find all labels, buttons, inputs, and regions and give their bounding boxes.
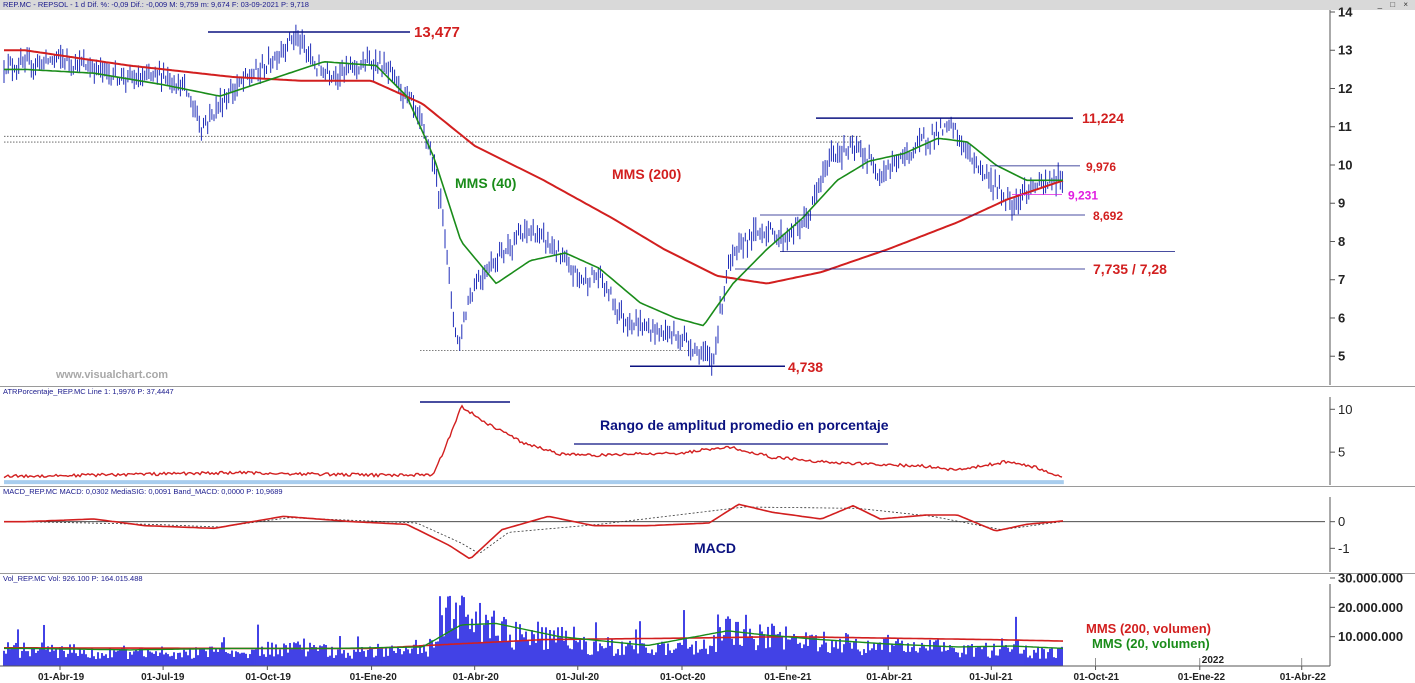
y-tick-label: 12 xyxy=(1338,81,1352,96)
y-tick-label: 30.000.000 xyxy=(1338,571,1403,586)
vol-mms200-label: MMS (200, volumen) xyxy=(1086,621,1211,636)
x-tick-label: 01-Jul-20 xyxy=(556,672,600,683)
x-tick-label: 01-Abr-19 xyxy=(38,672,85,683)
macd-panel-header: MACD_REP.MC MACD: 0,0302 MediaSIG: 0,009… xyxy=(3,487,283,496)
panel-divider[interactable] xyxy=(0,386,1415,387)
x-tick-label: 01-Jul-21 xyxy=(969,672,1013,683)
annotation-label: 11,224 xyxy=(1082,110,1124,126)
y-tick-label: 20.000.000 xyxy=(1338,600,1403,615)
annotation-label: 9,976 xyxy=(1086,160,1116,174)
price-panel: REP.MC - REPSOL - 1 d Dif. %: -0,09 Dif.… xyxy=(0,0,1415,402)
x-tick-label: 01-Abr-20 xyxy=(453,672,500,683)
mms200-line xyxy=(4,49,1064,285)
mms40-line xyxy=(4,60,1063,327)
volume-chart[interactable]: 10.000.000 20.000.000 30.000.000 MMS (200, … xyxy=(0,571,1415,683)
y-tick-label: 10.000.000 xyxy=(1338,629,1403,644)
price-panel-header: REP.MC - REPSOL - 1 d Dif. %: -0,09 Dif.… xyxy=(0,0,1415,10)
x-tick-label: 01-Oct-20 xyxy=(660,672,706,683)
price-chart[interactable]: 456789101112131413,47711,2249,9769,2318,… xyxy=(0,0,1415,402)
annotation-label: 13,477 xyxy=(414,24,460,41)
y-tick-label: 10 xyxy=(1338,402,1352,417)
watermark: www.visualchart.com xyxy=(55,369,168,381)
vol-mms20-line xyxy=(4,622,1064,651)
atr-chart[interactable]: 5 10 Rango de amplitud promedio en porcent… xyxy=(0,387,1415,485)
x-tick-label: 01-Oct-21 xyxy=(1074,672,1120,683)
y-tick-label: 5 xyxy=(1338,445,1345,460)
annotation-label: 7,735 / 7,28 xyxy=(1093,261,1167,277)
x-tick-label: 01-Abr-21 xyxy=(866,672,913,683)
volume-panel-header: Vol_REP.MC Vol: 926.100 P: 164.015.488 xyxy=(3,574,143,583)
y-tick-label: -1 xyxy=(1338,541,1350,556)
y-tick-label: 7 xyxy=(1338,272,1345,287)
macd-line xyxy=(4,503,1064,560)
y-tick-label: 9 xyxy=(1338,196,1345,211)
y-tick-label: 10 xyxy=(1338,157,1352,172)
macd-signal-line xyxy=(4,506,1064,554)
year-marker: 2022 xyxy=(1202,655,1225,666)
atr-panel-header: ATRPorcentaje_REP.MC Line 1: 1,9976 P: 3… xyxy=(3,387,174,396)
y-tick-label: 13 xyxy=(1338,43,1352,58)
x-tick-label: 01-Ene-21 xyxy=(764,672,812,683)
y-tick-label: 6 xyxy=(1338,310,1345,325)
y-tick-label: 11 xyxy=(1338,119,1352,134)
y-tick-label: 14 xyxy=(1338,5,1353,20)
y-tick-label: 0 xyxy=(1338,514,1345,529)
atr-panel: ATRPorcentaje_REP.MC Line 1: 1,9976 P: 3… xyxy=(0,387,1415,485)
x-tick-label: 01-Abr-22 xyxy=(1280,672,1327,683)
vol-mms20-label: MMS (20, volumen) xyxy=(1092,636,1210,651)
annotation-label: 9,231 xyxy=(1068,188,1098,202)
atr-line xyxy=(3,404,1063,479)
y-tick-label: 5 xyxy=(1338,349,1345,364)
macd-title: MACD xyxy=(694,540,736,556)
panel-divider[interactable] xyxy=(0,486,1415,487)
volume-panel: Vol_REP.MC Vol: 926.100 P: 164.015.488 1… xyxy=(0,571,1415,683)
macd-chart[interactable]: 0 -1 MACD xyxy=(0,487,1415,572)
annotation-label: 4,738 xyxy=(788,359,823,375)
x-tick-label: 01-Oct-19 xyxy=(245,672,291,683)
x-tick-label: 01-Ene-20 xyxy=(350,672,398,683)
mms40-label: MMS (40) xyxy=(455,175,516,191)
vol-mms200-line xyxy=(4,635,1064,650)
x-tick-label: 01-Jul-19 xyxy=(141,672,185,683)
atr-title: Rango de amplitud promedio en porcentaje xyxy=(600,417,889,433)
mms200-label: MMS (200) xyxy=(612,166,681,182)
macd-panel: MACD_REP.MC MACD: 0,0302 MediaSIG: 0,009… xyxy=(0,487,1415,572)
panel-divider[interactable] xyxy=(0,573,1415,574)
x-tick-label: 01-Ene-22 xyxy=(1178,672,1226,683)
window-controls[interactable]: _ □ × xyxy=(1377,0,1411,9)
annotation-label: 8,692 xyxy=(1093,209,1123,223)
y-tick-label: 8 xyxy=(1338,234,1345,249)
